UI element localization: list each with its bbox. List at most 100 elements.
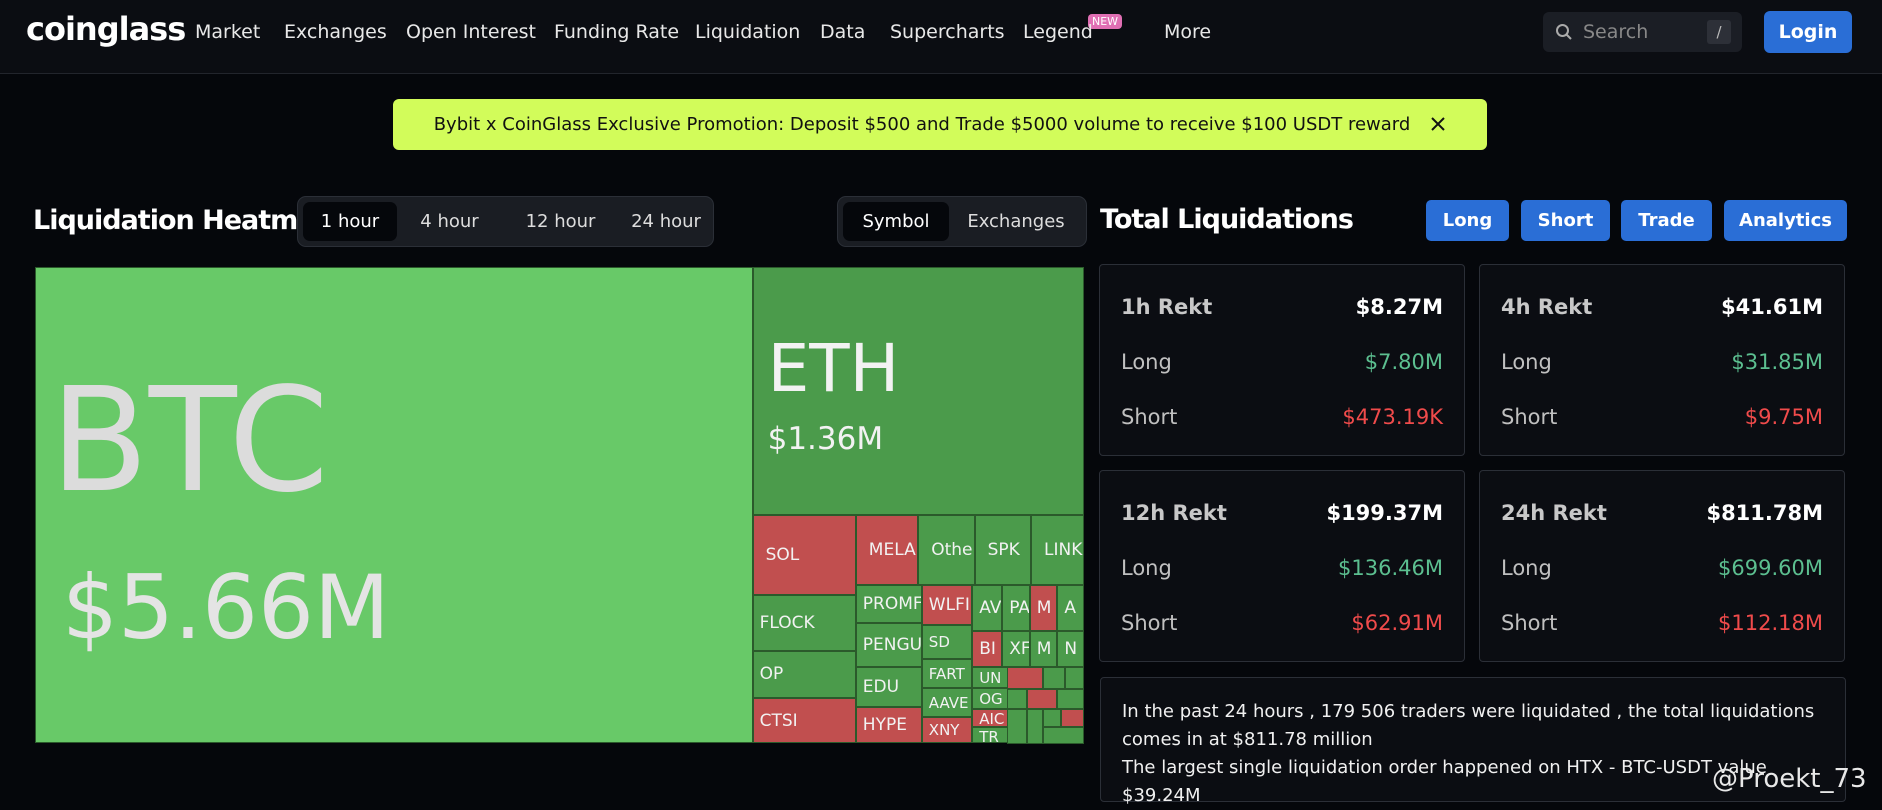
period-tab[interactable]: 4 hour bbox=[420, 211, 479, 232]
search-placeholder: Search bbox=[1583, 21, 1649, 43]
tile-label: PENGU bbox=[862, 634, 922, 655]
tile-label: SOL bbox=[765, 544, 800, 565]
treemap-tile[interactable]: M bbox=[1029, 585, 1058, 631]
treemap-tile[interactable]: A bbox=[1057, 585, 1084, 631]
treemap-tile[interactable]: Others bbox=[918, 515, 975, 585]
treemap-tile[interactable]: XF bbox=[1002, 630, 1030, 667]
tile-label: BTC bbox=[50, 356, 329, 524]
search-icon bbox=[1556, 24, 1572, 40]
treemap-tile[interactable]: BTC $5.66M bbox=[35, 267, 753, 744]
treemap-tile[interactable]: AAVE bbox=[921, 688, 973, 717]
nav-item[interactable]: Liquidation bbox=[695, 21, 801, 43]
treemap-tile[interactable]: BI bbox=[972, 630, 1003, 667]
treemap-tile[interactable]: XNY bbox=[921, 717, 973, 744]
tile bbox=[1007, 709, 1027, 744]
tile bbox=[1061, 709, 1084, 727]
tile-label: XNY bbox=[928, 721, 960, 740]
treemap-tile[interactable]: LINK bbox=[1031, 515, 1084, 585]
treemap-tile[interactable]: PENGU bbox=[855, 623, 922, 667]
treemap-tile[interactable]: PA bbox=[1002, 585, 1030, 631]
card-total: $199.37M bbox=[1326, 501, 1443, 525]
treemap-tile[interactable]: CTSI bbox=[752, 697, 856, 744]
treemap-tile[interactable]: SD bbox=[921, 624, 973, 660]
treemap-tile[interactable]: FART bbox=[921, 659, 973, 689]
tile bbox=[1027, 709, 1043, 744]
card-period: 12h Rekt bbox=[1121, 501, 1227, 525]
logo[interactable]: coinglass bbox=[26, 10, 186, 48]
totals-title: Total Liquidations bbox=[1100, 204, 1354, 235]
grouping-tab[interactable]: Symbol bbox=[843, 202, 949, 241]
row-value: $62.91M bbox=[1351, 611, 1443, 635]
tile-label: ETH bbox=[767, 330, 900, 407]
tile-label: HYPE bbox=[862, 715, 907, 736]
nav-item[interactable]: More bbox=[1164, 21, 1212, 43]
nav-item[interactable]: Market bbox=[195, 21, 261, 43]
tile bbox=[1007, 689, 1027, 709]
rekt-card: 4h Rekt $41.61M Long $31.85M Short $9.75M bbox=[1479, 264, 1845, 456]
tile-label: CTSI bbox=[759, 710, 798, 731]
treemap-tile[interactable]: UN bbox=[972, 666, 1009, 689]
treemap-tile[interactable]: TR bbox=[972, 726, 1009, 744]
tile-value: $1.36M bbox=[767, 421, 884, 457]
promo-banner[interactable]: Bybit x CoinGlass Exclusive Promotion: D… bbox=[393, 99, 1487, 150]
tile-label: PA bbox=[1009, 597, 1030, 618]
treemap-tile[interactable]: EDU bbox=[855, 666, 922, 708]
treemap-tile[interactable]: FLOCK bbox=[752, 594, 856, 651]
watermark: @Proekt_73 bbox=[1712, 764, 1867, 794]
treemap-tile[interactable]: OG bbox=[972, 688, 1009, 709]
period-tab[interactable]: 12 hour bbox=[525, 211, 596, 232]
treemap-tile[interactable]: SPK bbox=[974, 515, 1031, 585]
treemap-tile[interactable]: AIC bbox=[972, 708, 1009, 727]
tile-label: XF bbox=[1009, 638, 1030, 659]
row-value: $699.60M bbox=[1718, 556, 1823, 580]
tile-label: PROMF bbox=[862, 594, 922, 615]
nav-item[interactable]: Supercharts bbox=[890, 21, 1005, 43]
treemap-tile[interactable]: PROMF bbox=[855, 585, 922, 624]
summary-line: The largest single liquidation order hap… bbox=[1122, 757, 1767, 806]
action-button[interactable]: Analytics bbox=[1724, 200, 1847, 241]
row-value: $9.75M bbox=[1744, 405, 1823, 429]
tile-label: LINK bbox=[1044, 540, 1083, 561]
row-label: Short bbox=[1501, 611, 1558, 635]
row-value: $473.19K bbox=[1342, 405, 1443, 429]
heatmap-title: Liquidation Heatmap bbox=[33, 205, 334, 236]
tile-label: SPK bbox=[987, 540, 1020, 561]
nav-item[interactable]: Exchanges bbox=[284, 21, 387, 43]
treemap: BTC $5.66M ETH $1.36M SOL FLOCK OP CTSI MELAN Oth… bbox=[35, 267, 1084, 744]
period-tab[interactable]: 24 hour bbox=[631, 211, 701, 232]
row-value: $31.85M bbox=[1731, 350, 1823, 374]
action-button[interactable]: Long bbox=[1426, 200, 1509, 241]
row-label: Long bbox=[1501, 556, 1552, 580]
treemap-tile[interactable]: MELAN bbox=[855, 515, 919, 585]
treemap-tile[interactable]: M bbox=[1029, 630, 1058, 667]
nav-item[interactable]: Legend bbox=[1023, 21, 1093, 43]
tile bbox=[1043, 709, 1061, 727]
tile-label: AIC bbox=[979, 709, 1005, 727]
card-total: $811.78M bbox=[1706, 501, 1823, 525]
treemap-tile[interactable]: AV bbox=[972, 585, 1003, 631]
search-box[interactable]: Search / bbox=[1543, 12, 1742, 52]
period-tabs: 1 hour 4 hour 12 hour 24 hour bbox=[297, 196, 714, 247]
tile-label: AV bbox=[979, 597, 1002, 618]
action-button[interactable]: Short bbox=[1521, 200, 1610, 241]
summary-box: In the past 24 hours , 179 506 traders w… bbox=[1100, 677, 1846, 806]
tile bbox=[1007, 667, 1043, 689]
treemap-tile[interactable]: OP bbox=[752, 651, 856, 698]
treemap-tile[interactable]: SOL bbox=[752, 515, 856, 595]
card-period: 24h Rekt bbox=[1501, 501, 1607, 525]
treemap-tile[interactable]: N bbox=[1057, 630, 1084, 667]
nav-item[interactable]: Open Interest bbox=[406, 21, 537, 43]
close-icon[interactable] bbox=[1430, 116, 1446, 132]
nav-item[interactable]: Data bbox=[820, 21, 866, 43]
grouping-tab[interactable]: Exchanges bbox=[967, 211, 1065, 232]
nav-item[interactable]: Funding Rate bbox=[554, 21, 680, 43]
tile-label: TR bbox=[979, 727, 999, 744]
row-label: Long bbox=[1121, 556, 1172, 580]
login-button[interactable]: Login bbox=[1764, 11, 1852, 53]
action-button[interactable]: Trade bbox=[1621, 200, 1712, 241]
treemap-tile[interactable]: ETH $1.36M bbox=[752, 267, 1084, 516]
period-tab[interactable]: 1 hour bbox=[303, 202, 397, 241]
treemap-tile[interactable]: HYPE bbox=[855, 707, 922, 744]
treemap-tile[interactable]: WLFI bbox=[921, 585, 973, 625]
